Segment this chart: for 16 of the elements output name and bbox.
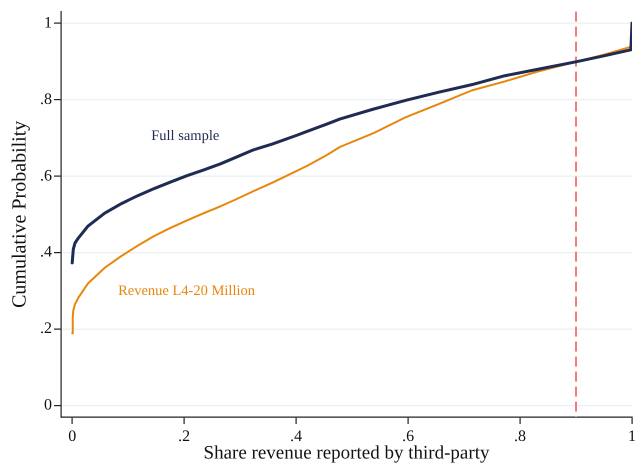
x-axis-title: Share revenue reported by third-party [204,442,490,464]
x-tick-label: .2 [178,428,190,445]
y-tick-label: .2 [40,320,52,338]
y-tick-label: 0 [44,396,52,414]
series-label: Full sample [151,128,220,144]
x-tick-label: .6 [402,428,414,445]
y-axis-title: Cumulative Probability [8,120,30,308]
x-tick-label: 0 [68,428,76,445]
y-tick-label: .8 [40,90,52,108]
y-tick-label: 1 [44,14,52,32]
x-tick-label: .4 [290,428,302,445]
x-tick-label: .8 [514,428,526,445]
y-tick-label: .6 [40,167,52,184]
x-tick-label: 1 [628,428,636,445]
series-label: Revenue L4-20 Million [118,283,256,300]
y-tick-label: .4 [40,244,52,261]
